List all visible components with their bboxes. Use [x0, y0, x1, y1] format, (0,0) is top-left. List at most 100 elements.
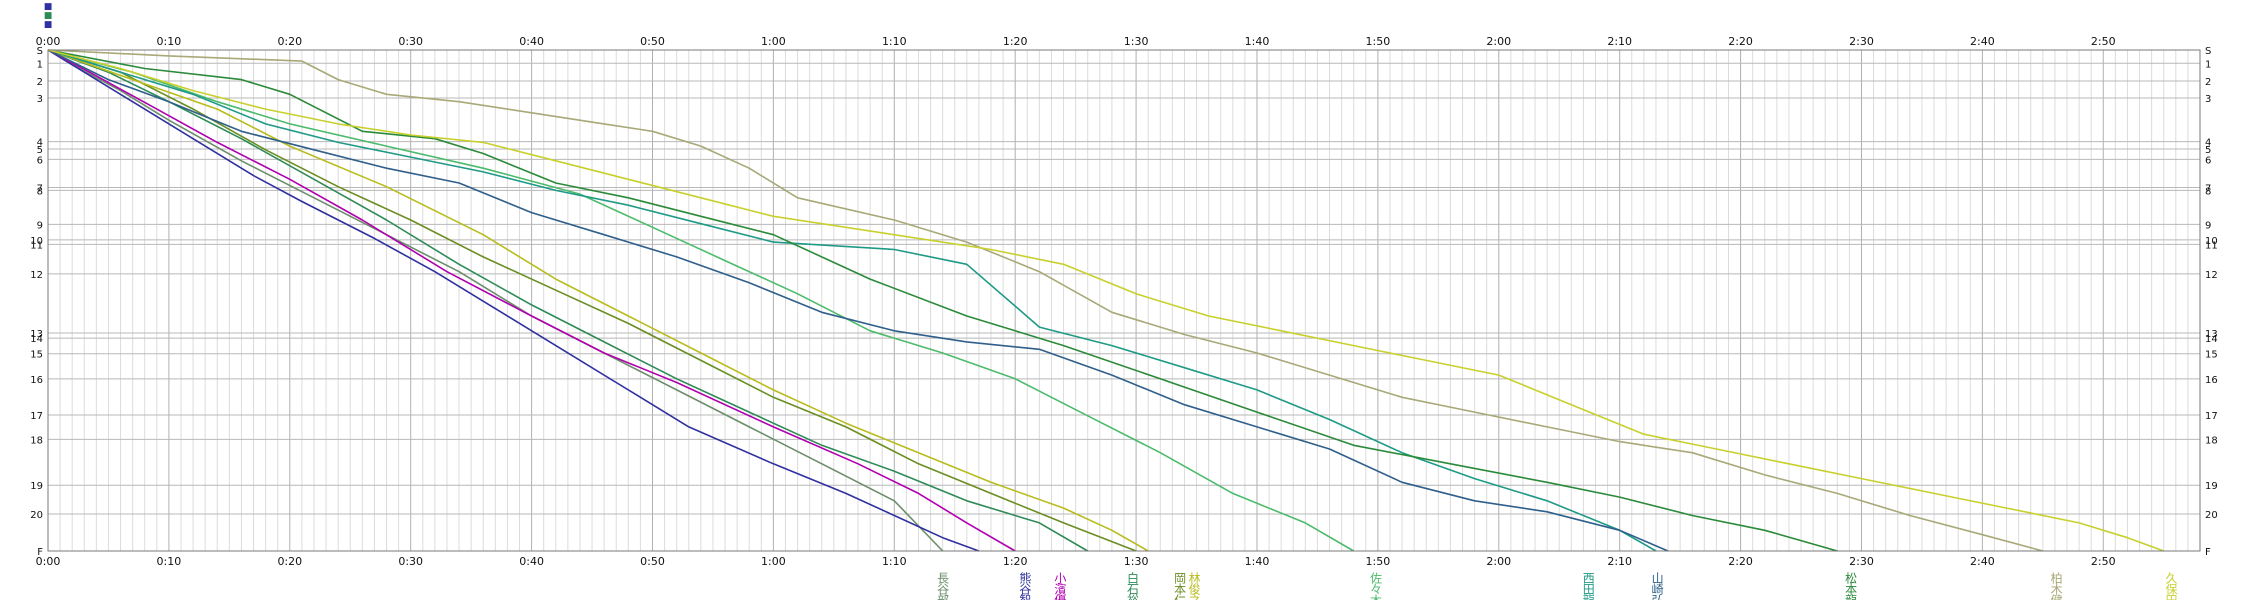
header-marks: ■■■: [44, 2, 53, 30]
checkpoint-label: 1: [37, 59, 43, 70]
checkpoint-label: 8: [2205, 186, 2211, 197]
x-tick-labels-bottom: 0:00 0:10 0:20 0:30 0:40 0:50 1:00 1:10 1:20 1:30…: [36, 555, 2116, 568]
x-tick-label: 0:10: [157, 555, 182, 568]
checkpoint-label: 20: [2205, 510, 2218, 521]
legend-label: 松本龍: [1844, 572, 1858, 600]
grid-minor: [59, 50, 2189, 551]
legend-label: 長谷部: [936, 572, 950, 600]
series-layer: [47, 49, 2164, 552]
runner-legend: 長谷部 熊谷智 小濱優 白石裕 岡本仁 林俊之 佐々木 西田龍 山崎弘 松本龍 柏木健 久保田: [936, 571, 2178, 604]
checkpoint-label: 6: [37, 155, 43, 166]
header-mark: ■: [44, 2, 53, 12]
checkpoint-label: 9: [2205, 220, 2211, 231]
x-tick-label: 0:40: [519, 555, 544, 568]
series-line: [47, 49, 1137, 552]
legend-label: 林俊之: [1187, 572, 1201, 600]
x-tick-label: 2:00: [1486, 35, 1511, 48]
checkpoint-label: F: [2205, 547, 2211, 558]
x-tick-label: 0:20: [277, 35, 302, 48]
checkpoint-label: 17: [30, 411, 43, 422]
checkpoint-label: 15: [30, 350, 43, 361]
x-tick-label: 0:20: [277, 555, 302, 568]
checkpoint-label: 4: [37, 138, 43, 149]
series-line: [47, 49, 2044, 552]
checkpoint-label: 7: [2205, 183, 2211, 194]
checkpoint-label: 3: [2205, 94, 2211, 105]
checkpoint-label: 5: [2205, 145, 2211, 156]
x-tick-label: 0:40: [519, 35, 544, 48]
series-line: [47, 49, 1016, 552]
x-tick-label: 1:30: [1124, 35, 1149, 48]
legend-label: 久保田: [2164, 572, 2178, 600]
checkpoint-label: 13: [30, 329, 43, 340]
x-tick-label: 1:30: [1124, 555, 1149, 568]
x-tick-label: 2:20: [1728, 555, 1753, 568]
checkpoint-label: 13: [2205, 329, 2218, 340]
x-tick-label: 2:10: [1607, 35, 1632, 48]
x-tick-label: 0:50: [640, 35, 665, 48]
series-line: [47, 49, 944, 552]
x-tick-label: 2:50: [2091, 555, 2116, 568]
x-tick-label: 1:00: [761, 35, 786, 48]
checkpoint-label: 14: [2205, 334, 2218, 345]
x-tick-label: 1:10: [882, 35, 907, 48]
checkpoint-label: 4: [2205, 138, 2211, 149]
checkpoint-label: 8: [37, 186, 43, 197]
checkpoint-label: 3: [37, 94, 43, 105]
checkpoint-label: 12: [2205, 270, 2218, 281]
series-line: [47, 49, 2164, 552]
checkpoint-label: 9: [37, 220, 43, 231]
checkpoint-label: 11: [30, 240, 43, 251]
legend-label: 熊谷智: [1018, 571, 1032, 600]
x-tick-label: 2:30: [1849, 555, 1874, 568]
checkpoint-label: 19: [30, 481, 43, 492]
checkpoint-label: 16: [30, 375, 43, 386]
checkpoint-label: 11: [2205, 240, 2218, 251]
x-tick-label: 1:20: [1003, 35, 1028, 48]
x-tick-label: 1:40: [1245, 35, 1270, 48]
series-line: [47, 49, 1657, 552]
checkpoint-label: 10: [2205, 236, 2218, 247]
x-tick-label: 2:40: [1970, 35, 1995, 48]
header-mark: ■: [44, 11, 53, 21]
x-tick-label: 1:40: [1245, 555, 1270, 568]
checkpoint-label: 10: [30, 236, 43, 247]
x-tick-label: 0:50: [640, 555, 665, 568]
series-line: [47, 49, 980, 552]
checkpoint-label: S: [2205, 46, 2211, 57]
checkpoint-label: 6: [2205, 155, 2211, 166]
checkpoint-label: 5: [37, 145, 43, 156]
checkpoint-label: 18: [2205, 435, 2218, 446]
grid-major: [48, 50, 2200, 551]
header-mark: ■: [44, 20, 53, 30]
series-line: [47, 49, 1089, 552]
x-tick-label: 0:10: [157, 35, 182, 48]
checkpoint-label: 14: [30, 334, 43, 345]
x-tick-label: 0:30: [398, 35, 423, 48]
checkpoint-label: 1: [2205, 59, 2211, 70]
series-line: [47, 49, 1669, 552]
x-tick-label: 2:00: [1486, 555, 1511, 568]
legend-label: 佐々木: [1368, 572, 1382, 600]
x-tick-label: 1:50: [1366, 35, 1391, 48]
checkpoint-label: 16: [2205, 375, 2218, 386]
x-tick-label: 1:00: [761, 555, 786, 568]
x-tick-labels-top: 0:00 0:10 0:20 0:30 0:40 0:50 1:00 1:10 1:20 1:30…: [36, 35, 2116, 48]
checkpoint-label: 17: [2205, 411, 2218, 422]
legend-label: 小濱優: [1053, 572, 1067, 600]
series-line: [47, 49, 1355, 552]
legend-label: 山崎弘: [1650, 572, 1664, 600]
legend-label: 白石裕: [1125, 571, 1139, 600]
x-tick-label: 2:30: [1849, 35, 1874, 48]
x-tick-label: 1:50: [1366, 555, 1391, 568]
checkpoint-label: 2: [37, 77, 43, 88]
x-tick-label: 0:00: [36, 555, 61, 568]
checkpoint-label: 7: [37, 183, 43, 194]
legend-label: 西田龍: [1581, 572, 1595, 600]
x-tick-label: 1:10: [882, 555, 907, 568]
checkpoint-label: 2: [2205, 77, 2211, 88]
